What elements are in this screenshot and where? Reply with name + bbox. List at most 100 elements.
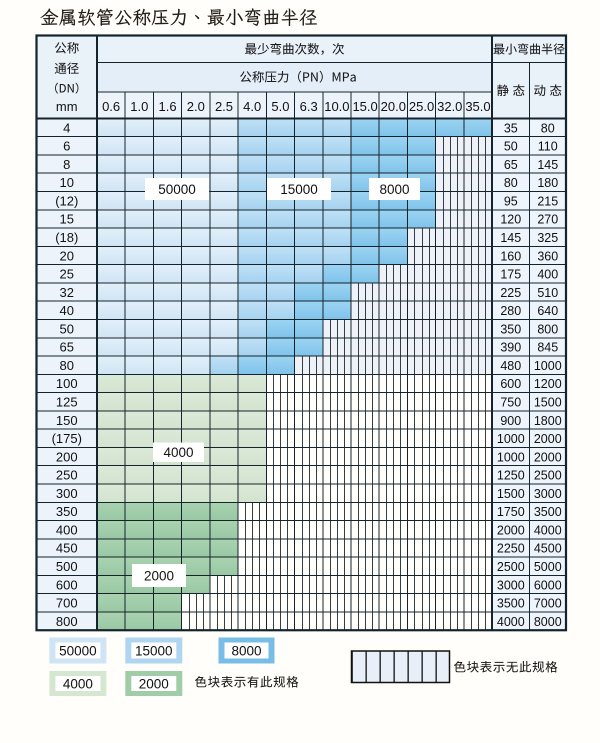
svg-text:25.0: 25.0 [409,99,434,114]
svg-text:2.5: 2.5 [215,99,233,114]
svg-text:6: 6 [63,139,70,154]
svg-text:1750: 1750 [497,505,525,519]
svg-text:mm: mm [56,99,78,114]
svg-text:600: 600 [56,577,78,592]
svg-text:15000: 15000 [280,182,318,197]
svg-text:2000: 2000 [497,523,525,537]
svg-text:800: 800 [56,614,78,629]
svg-text:32.0: 32.0 [437,99,462,114]
svg-text:4000: 4000 [497,615,525,629]
svg-text:350: 350 [56,504,78,519]
svg-text:350: 350 [500,322,521,336]
svg-text:1800: 1800 [534,414,562,428]
svg-text:4500: 4500 [534,542,562,556]
svg-text:8000: 8000 [379,182,409,197]
svg-text:80: 80 [504,176,518,190]
svg-text:4.0: 4.0 [243,99,261,114]
svg-text:845: 845 [537,341,558,355]
svg-text:215: 215 [537,194,558,208]
svg-text:80: 80 [541,121,555,135]
svg-text:4000: 4000 [534,523,562,537]
svg-text:6000: 6000 [534,578,562,592]
svg-text:2250: 2250 [497,542,525,556]
svg-text:2000: 2000 [534,432,562,446]
svg-text:325: 325 [537,231,558,245]
svg-text:480: 480 [500,359,521,373]
svg-text:400: 400 [537,268,558,282]
svg-text:2.0: 2.0 [187,99,205,114]
svg-text:1000: 1000 [497,432,525,446]
svg-text:150: 150 [56,413,78,428]
svg-text:35.0: 35.0 [465,99,490,114]
svg-text:50000: 50000 [158,182,196,197]
svg-text:(18): (18) [55,230,78,245]
svg-text:2000: 2000 [144,568,174,583]
svg-text:10.0: 10.0 [324,99,349,114]
svg-text:2500: 2500 [497,560,525,574]
svg-text:250: 250 [56,468,78,483]
svg-text:0.6: 0.6 [102,99,120,114]
svg-text:640: 640 [537,304,558,318]
svg-text:450: 450 [56,541,78,556]
svg-text:145: 145 [500,231,521,245]
svg-text:80: 80 [60,358,74,373]
svg-text:20.0: 20.0 [381,99,406,114]
svg-text:35: 35 [504,121,518,135]
svg-text:175: 175 [500,268,521,282]
svg-text:145: 145 [537,158,558,172]
svg-text:4: 4 [63,120,70,135]
svg-text:3500: 3500 [534,505,562,519]
svg-text:(12): (12) [55,193,78,208]
svg-text:(175): (175) [52,431,82,446]
svg-text:750: 750 [500,396,521,410]
svg-text:100: 100 [56,376,78,391]
svg-text:4000: 4000 [163,445,193,460]
svg-text:15000: 15000 [135,643,173,658]
svg-text:1500: 1500 [497,487,525,501]
svg-text:8000: 8000 [534,615,562,629]
svg-text:200: 200 [56,449,78,464]
svg-text:65: 65 [60,340,74,355]
svg-text:180: 180 [537,176,558,190]
svg-text:50: 50 [504,140,518,154]
svg-text:1200: 1200 [534,377,562,391]
svg-text:1000: 1000 [497,450,525,464]
svg-text:2000: 2000 [139,676,169,691]
svg-text:65: 65 [504,158,518,172]
svg-text:5000: 5000 [534,560,562,574]
svg-text:300: 300 [56,486,78,501]
svg-text:700: 700 [56,596,78,611]
svg-text:50000: 50000 [59,643,97,658]
svg-text:3500: 3500 [497,597,525,611]
svg-text:2000: 2000 [534,450,562,464]
svg-text:95: 95 [504,194,518,208]
svg-text:1250: 1250 [497,469,525,483]
svg-text:160: 160 [500,249,521,263]
svg-text:280: 280 [500,304,521,318]
svg-text:120: 120 [500,213,521,227]
svg-text:600: 600 [500,377,521,391]
svg-text:400: 400 [56,522,78,537]
svg-text:6.3: 6.3 [300,99,318,114]
svg-text:5.0: 5.0 [271,99,289,114]
svg-text:7000: 7000 [534,597,562,611]
svg-text:390: 390 [500,341,521,355]
svg-text:20: 20 [60,248,74,263]
svg-text:4000: 4000 [63,676,93,691]
svg-text:50: 50 [60,321,74,336]
svg-text:270: 270 [537,213,558,227]
svg-text:15.0: 15.0 [352,99,377,114]
svg-text:510: 510 [537,286,558,300]
svg-text:25: 25 [60,267,74,282]
svg-text:32: 32 [60,285,74,300]
svg-text:1500: 1500 [534,396,562,410]
svg-text:225: 225 [500,286,521,300]
svg-text:3000: 3000 [497,578,525,592]
svg-text:8000: 8000 [231,643,261,658]
svg-text:110: 110 [538,140,558,154]
svg-text:360: 360 [537,249,558,263]
svg-text:15: 15 [60,212,74,227]
svg-text:2500: 2500 [534,469,562,483]
svg-text:1.6: 1.6 [159,99,177,114]
svg-text:1.0: 1.0 [130,99,148,114]
